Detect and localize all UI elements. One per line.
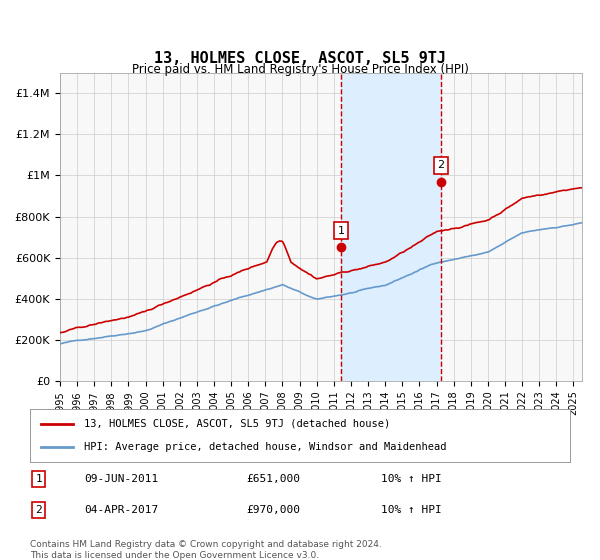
Text: 10% ↑ HPI: 10% ↑ HPI: [381, 505, 442, 515]
Text: 1: 1: [35, 474, 42, 484]
Text: HPI: Average price, detached house, Windsor and Maidenhead: HPI: Average price, detached house, Wind…: [84, 442, 446, 452]
Text: 10% ↑ HPI: 10% ↑ HPI: [381, 474, 442, 484]
Text: 2: 2: [35, 505, 42, 515]
Text: 13, HOLMES CLOSE, ASCOT, SL5 9TJ (detached house): 13, HOLMES CLOSE, ASCOT, SL5 9TJ (detach…: [84, 419, 390, 429]
Text: 04-APR-2017: 04-APR-2017: [84, 505, 158, 515]
Text: 2: 2: [437, 160, 445, 170]
Text: £970,000: £970,000: [246, 505, 300, 515]
Text: 09-JUN-2011: 09-JUN-2011: [84, 474, 158, 484]
Text: 1: 1: [337, 226, 344, 236]
Text: 13, HOLMES CLOSE, ASCOT, SL5 9TJ: 13, HOLMES CLOSE, ASCOT, SL5 9TJ: [154, 52, 446, 66]
Text: £651,000: £651,000: [246, 474, 300, 484]
Bar: [341, 73, 441, 381]
Text: Contains HM Land Registry data © Crown copyright and database right 2024.
This d: Contains HM Land Registry data © Crown c…: [30, 540, 382, 560]
Text: Price paid vs. HM Land Registry's House Price Index (HPI): Price paid vs. HM Land Registry's House …: [131, 63, 469, 77]
